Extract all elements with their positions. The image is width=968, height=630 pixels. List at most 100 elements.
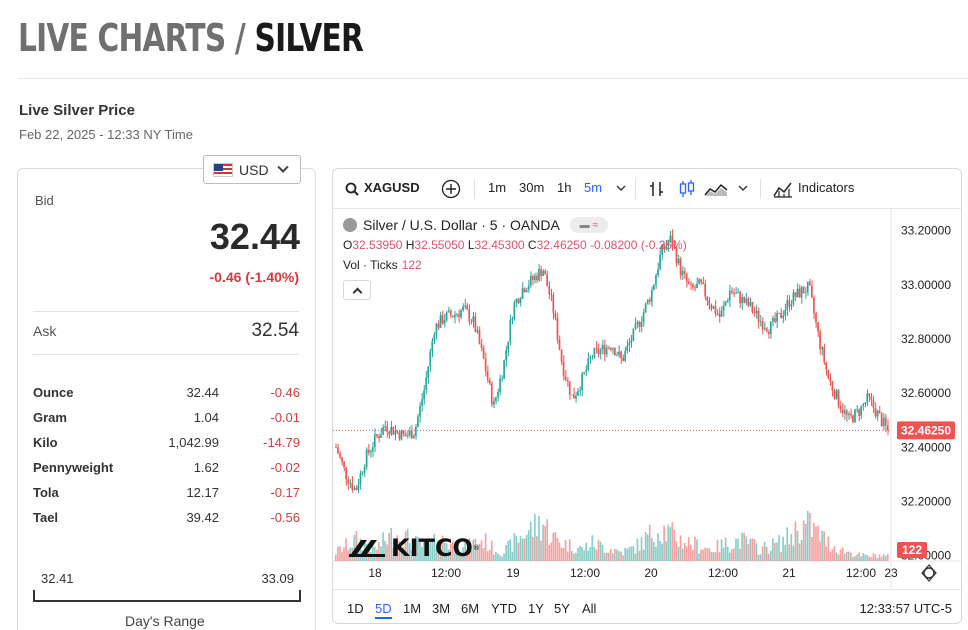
volume-bar xyxy=(573,553,575,561)
volume-bar xyxy=(357,546,360,561)
range-1d[interactable]: 1D xyxy=(347,601,364,616)
candle xyxy=(620,351,622,358)
candle xyxy=(505,350,507,361)
candle xyxy=(776,313,778,322)
candle xyxy=(811,285,813,298)
candle xyxy=(685,273,688,282)
volume-bar xyxy=(687,537,690,561)
candle xyxy=(718,313,721,317)
bid-label: Bid xyxy=(35,193,54,208)
volume-bar xyxy=(421,546,423,561)
volume-bar xyxy=(692,549,694,561)
gear-icon[interactable] xyxy=(923,567,935,579)
interval-1m[interactable]: 1m xyxy=(488,180,507,195)
symbol-legend: Silver / U.S. Dollar · 5 · OANDA ▬ ≈ xyxy=(343,217,608,233)
volume-bar xyxy=(470,550,473,561)
volume-bar xyxy=(669,527,672,561)
volume-bar xyxy=(519,535,522,561)
candle xyxy=(527,285,530,290)
volume-bar xyxy=(648,524,651,561)
range-1y[interactable]: 1Y xyxy=(528,601,544,616)
candle xyxy=(671,235,674,247)
candle xyxy=(634,323,637,329)
volume-bar xyxy=(804,524,807,561)
candle xyxy=(712,306,715,309)
candle xyxy=(492,401,495,405)
volume-bar xyxy=(683,543,686,561)
volume-bar xyxy=(743,532,745,561)
volume-bar xyxy=(628,547,631,561)
volume-bar xyxy=(384,540,386,561)
currency-select[interactable]: USD xyxy=(203,155,301,184)
volume-bar xyxy=(845,551,848,561)
candle xyxy=(339,453,341,458)
candle xyxy=(431,340,434,352)
candle xyxy=(371,447,374,452)
volume-bar xyxy=(698,553,700,561)
chart-widget[interactable]: XAGUSD 1m 30m 1h 5m Indicators 33.20000 3… xyxy=(332,168,962,624)
candle xyxy=(581,373,583,391)
volume-bar xyxy=(696,539,698,561)
volume-bar xyxy=(850,552,852,561)
volume-bar xyxy=(488,549,491,561)
price-chart[interactable]: 33.20000 33.00000 32.80000 32.60000 32.40000… xyxy=(333,209,962,589)
range-all[interactable]: All xyxy=(582,601,597,616)
candle xyxy=(497,392,499,398)
volume-bar xyxy=(870,557,873,561)
interval-5m[interactable]: 5m xyxy=(584,180,603,195)
candle xyxy=(659,254,661,269)
volume-bar xyxy=(607,552,610,561)
candle xyxy=(653,284,655,290)
candle xyxy=(517,299,520,304)
compare-plus-icon[interactable] xyxy=(441,179,461,199)
volume-bar xyxy=(733,548,735,561)
volume-bar xyxy=(815,526,817,561)
volume-legend: Vol · Ticks 122 xyxy=(343,258,422,272)
high-label: H xyxy=(405,238,415,252)
volume-bar xyxy=(831,549,834,561)
chevron-down-icon[interactable] xyxy=(616,184,626,192)
volume-bar xyxy=(858,552,860,561)
volume-bar xyxy=(531,536,534,561)
area-chart-icon[interactable] xyxy=(704,181,728,197)
candle xyxy=(706,296,709,301)
candle xyxy=(556,317,559,340)
chevron-down-icon[interactable] xyxy=(738,184,748,192)
range-5y[interactable]: 5Y xyxy=(554,601,570,616)
collapse-legend-button[interactable] xyxy=(343,280,371,300)
range-1m[interactable]: 1M xyxy=(403,601,422,616)
candle xyxy=(466,305,468,310)
range-3m[interactable]: 3M xyxy=(432,601,451,616)
range-5d[interactable]: 5D xyxy=(375,601,392,619)
chart-area[interactable]: 33.20000 33.00000 32.80000 32.60000 32.40000… xyxy=(333,209,962,589)
candles-icon[interactable] xyxy=(678,179,696,199)
candle xyxy=(408,430,411,436)
indicators-icon[interactable] xyxy=(773,180,793,198)
indicators-button[interactable]: Indicators xyxy=(798,180,855,195)
toolbar-divider xyxy=(635,179,636,199)
currency-value: USD xyxy=(239,161,269,178)
candle xyxy=(714,306,717,314)
interval-1h[interactable]: 1h xyxy=(557,180,572,195)
symbol-search[interactable]: XAGUSD xyxy=(364,180,420,195)
toolbar-divider xyxy=(474,179,475,199)
range-ytd[interactable]: YTD xyxy=(491,601,517,616)
volume-bar xyxy=(468,538,471,561)
interval-30m[interactable]: 30m xyxy=(519,180,545,195)
volume-bar xyxy=(566,551,569,561)
unit-row: Gram 1.04 -0.01 xyxy=(33,410,300,430)
candle xyxy=(850,413,852,416)
range-6m[interactable]: 6M xyxy=(461,601,480,616)
volume-bar xyxy=(706,548,709,561)
candle xyxy=(593,347,596,357)
candle xyxy=(488,379,491,384)
candle xyxy=(743,296,745,303)
volume-bar xyxy=(821,530,823,561)
search-icon[interactable] xyxy=(345,182,359,196)
candle xyxy=(550,294,553,295)
volume-bar xyxy=(813,522,815,561)
bar-style-icon[interactable] xyxy=(648,180,666,198)
volume-bar xyxy=(860,556,862,561)
volume-bar xyxy=(782,536,784,561)
candle xyxy=(585,369,587,373)
